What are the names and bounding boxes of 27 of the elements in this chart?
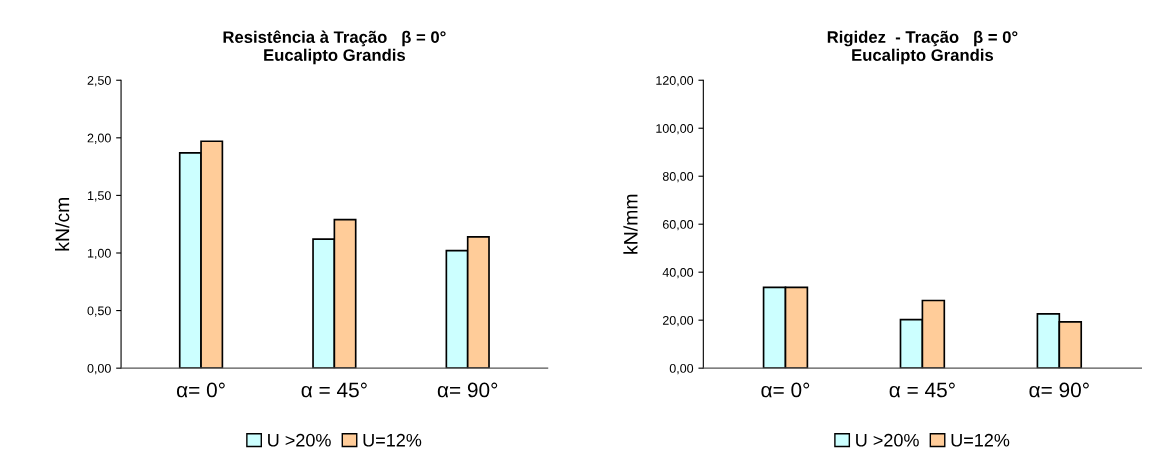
y-tick-label: 20,00 — [662, 315, 694, 327]
y-tick-label: 2,00 — [87, 133, 111, 144]
x-tick-label: α = 45° — [889, 382, 955, 398]
y-tick-label: 0,00 — [669, 363, 694, 375]
x-tick-label: α= 0° — [176, 382, 225, 398]
y-tick-label: 1,50 — [87, 191, 111, 202]
chart-title: Resistência à Tração β = 0° Eucalipto Grandis — [223, 30, 446, 65]
y-tick-label: 60,00 — [662, 220, 694, 231]
y-tick-label: 100,00 — [656, 124, 694, 135]
legend-label: U=12% — [363, 433, 422, 447]
legend-label: U=12% — [951, 433, 1010, 447]
x-tick-label: α = 45° — [301, 382, 367, 398]
legend-label: U >20% — [856, 433, 919, 447]
y-tick-label: 0,00 — [87, 363, 111, 375]
y-tick-label: 40,00 — [662, 267, 694, 279]
y-tick-label: 120,00 — [656, 76, 694, 87]
y-tick-label: 1,00 — [87, 248, 111, 260]
chart-title: Rigidez - Tração β = 0° Eucalipto Grandis — [827, 30, 1018, 65]
x-tick-label: α= 0° — [761, 382, 810, 398]
y-axis-title: kN/mm — [623, 194, 638, 254]
y-tick-label: 0,50 — [87, 306, 111, 317]
legend-label: U >20% — [268, 433, 331, 447]
y-axis-title: kN/cm — [55, 197, 70, 251]
x-tick-label: α= 90° — [437, 382, 498, 398]
y-tick-label: 80,00 — [662, 172, 694, 183]
y-tick-label: 2,50 — [87, 76, 111, 87]
x-tick-label: α= 90° — [1029, 382, 1089, 398]
